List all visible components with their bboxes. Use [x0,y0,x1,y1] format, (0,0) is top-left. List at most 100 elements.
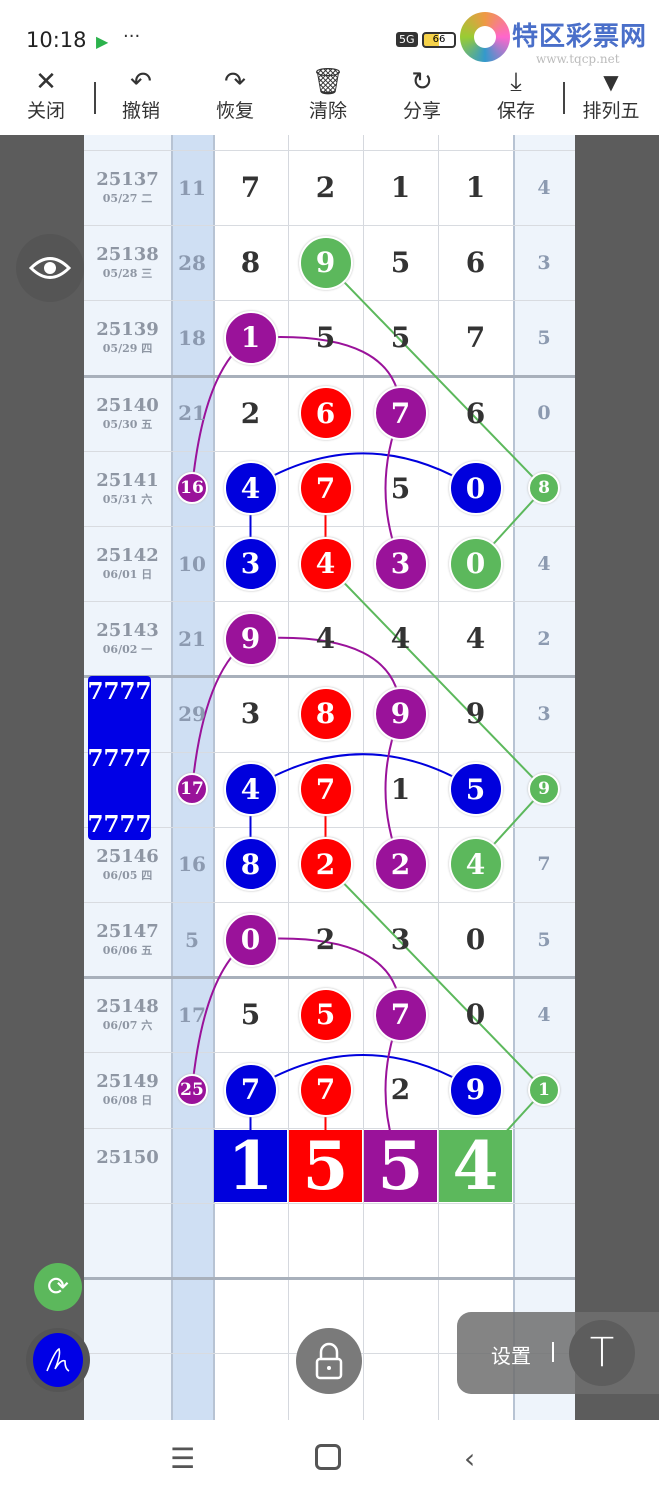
digit-cell: 7 [465,321,486,355]
digit-cell: 6 [465,396,486,430]
settings-panel: 设置 T [457,1312,659,1394]
blue-ball: 8 [223,837,278,892]
pen-color-button[interactable] [26,1328,90,1392]
eye-icon [29,257,71,279]
purple-ball: 9 [373,686,428,741]
digit-cell: 9 [213,601,288,676]
share-button[interactable]: ↻ 分享 [387,66,457,124]
digit-cell: 0 [438,451,513,526]
digit-cell: 0 [465,998,486,1032]
lottery-type-dropdown[interactable]: ▼ 排列五 [576,66,646,124]
lock-button[interactable] [296,1328,362,1394]
issue-number: 25142 [96,545,159,567]
red-ball: 7 [298,762,353,817]
visibility-toggle-button[interactable] [16,234,84,302]
span-cell: 3 [537,702,551,725]
sum-cell: 17 [178,1002,206,1027]
red-ball: 2 [298,837,353,892]
digit-cell: 3 [363,526,438,601]
digit-cell: 4 [213,752,288,827]
digit-cell: 4 [438,827,513,902]
green-ball: 1 [528,1073,560,1106]
digit-cell: 5 [240,998,261,1032]
prediction-tile[interactable]: 5 [364,1127,437,1205]
undo-icon: ↶ [130,67,152,97]
purple-ball: 25 [176,1073,208,1106]
red-ball: 4 [298,536,353,591]
digit-cell: 2 [363,827,438,902]
sum-cell: 17 [171,752,213,827]
digit-cell: 4 [390,622,411,656]
span-cell: 5 [537,326,551,349]
blue-ball: 5 [448,762,503,817]
sum-cell: 11 [178,175,206,200]
digit-cell: 7 [213,1052,288,1127]
issue-date: 06/06 五 [102,944,153,958]
home-icon[interactable] [315,1444,341,1470]
digit-cell: 6 [288,376,363,451]
connection-line [249,1054,477,1091]
digit-cell: 8 [288,676,363,751]
purple-ball: 7 [373,987,428,1042]
annotation-box[interactable]: 7777 7777 7777 [87,676,152,840]
grid-line [363,135,364,1420]
green-ball: 4 [448,837,503,892]
issue-cell: 25141 05/31 六 [84,451,171,526]
grid-line [84,300,575,302]
grid-line [84,601,575,603]
digit-cell: 8 [213,827,288,902]
digit-cell: 0 [213,902,288,977]
digit-cell: 7 [363,376,438,451]
grid-line [171,135,173,1420]
digit-cell: 7 [363,977,438,1052]
green-ball: 9 [298,235,353,290]
prediction-tile[interactable]: 1 [214,1127,287,1205]
watermark-logo: 特区彩票网 www.tqcp.net [458,10,658,70]
text-tool-button[interactable]: T [569,1320,635,1386]
digit-cell: 4 [288,526,363,601]
digit-cell: 0 [438,526,513,601]
close-button[interactable]: ✕ 关闭 [11,66,81,124]
prediction-tile[interactable]: 4 [439,1127,512,1205]
digit-cell: 9 [288,225,363,300]
digit-cell: 8 [240,246,261,280]
refresh-button[interactable]: ⟳ [34,1263,82,1311]
grid-line [84,1127,575,1129]
digit-cell: 4 [315,622,336,656]
grid-line [84,1277,575,1280]
redo-icon: ↷ [224,67,246,97]
share-icon: ↻ [411,67,433,97]
issue-number: 25137 [96,169,159,191]
redo-button[interactable]: ↷ 恢复 [200,66,270,124]
blue-ball: 0 [448,461,503,516]
divider [552,1342,554,1362]
digit-cell: 1 [213,300,288,375]
red-ball: 6 [298,386,353,441]
grid-line [438,135,439,1420]
digit-cell: 5 [438,752,513,827]
save-button[interactable]: ⤓ 保存 [481,66,551,124]
back-icon[interactable]: ‹ [464,1442,476,1475]
sum-cell: 5 [185,927,199,952]
purple-ball: 9 [223,611,278,666]
menu-icon[interactable]: ☰ [170,1442,196,1475]
right-margin [575,135,659,1420]
clear-button[interactable]: 🗑 清除 [293,66,363,124]
span-cell: 4 [537,176,551,199]
issue-cell: 25137 05/27 二 [84,150,171,225]
prediction-tile[interactable]: 5 [289,1127,362,1205]
network-badge: 5G [396,32,418,47]
digit-cell: 2 [288,827,363,902]
digit-cell: 7 [288,1052,363,1127]
green-ball: 0 [448,536,503,591]
issue-number: 25148 [96,996,159,1018]
settings-button[interactable]: 设置 [491,1344,531,1368]
span-cell: 8 [513,451,575,526]
grid-line [84,675,575,679]
trend-chart-grid[interactable]: 25137 05/27 二 11 7 2 1 1 4 25138 05/28 三 28 8 9 5 6 3 25… [84,135,575,1420]
annotation-text: 7777 [87,811,152,838]
issue-cell: 25143 06/02 一 [84,601,171,676]
undo-button[interactable]: ↶ 撤销 [106,66,176,124]
grid-line [84,976,575,980]
digit-cell: 1 [465,171,486,205]
